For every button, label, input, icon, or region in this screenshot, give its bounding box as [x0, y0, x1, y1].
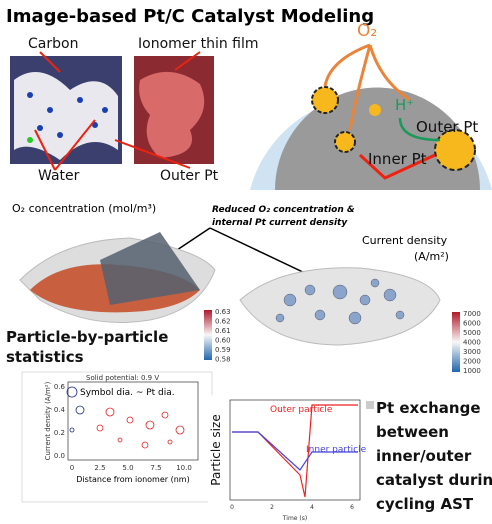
colorbar-tick: 4000	[463, 339, 481, 347]
size-x-label: Time (s)	[282, 515, 307, 522]
colorbar-tick: 5000	[463, 329, 481, 337]
x-tick-label: 6	[350, 504, 354, 511]
scatter-x-label: Distance from ionomer (nm)	[76, 475, 189, 484]
colorbar-tick: 6000	[463, 320, 481, 328]
current-label: Current density	[362, 234, 448, 247]
colorbar-tick: 7000	[463, 310, 481, 318]
x-tick-label: 5.0	[122, 464, 133, 472]
outer-pt-label: Outer Pt	[160, 168, 219, 184]
colorbar-tick: 2000	[463, 358, 481, 366]
legend-box	[366, 401, 374, 409]
callout: Reduced O₂ concentration &	[212, 205, 355, 215]
inner-pt: Inner Pt	[368, 150, 427, 168]
pt-particle	[435, 130, 475, 170]
colorbar-tick: 0.63	[215, 308, 231, 316]
pt-particle	[369, 104, 381, 116]
y-tick-label: 0.2	[54, 429, 65, 437]
colorbar-tick: 0.60	[215, 337, 231, 345]
y-tick-label: 0.6	[54, 383, 66, 391]
title: Image-based Pt/C Catalyst Modeling	[6, 6, 374, 27]
o2-concentration-label: O₂ concentration (mol/m³)	[12, 202, 156, 215]
carbon-label: Carbon	[28, 36, 78, 52]
water-dot	[27, 137, 33, 143]
y-tick-label: 0.0	[54, 452, 65, 460]
size-y-label: Particle size	[209, 414, 223, 485]
pt-particle	[335, 132, 355, 152]
current-colorbar	[452, 312, 460, 372]
note: Solid potential: 0.9 V	[86, 374, 159, 382]
colorbar-tick: 0.59	[215, 346, 231, 354]
x-tick-label: 0	[70, 464, 74, 472]
x-tick-label: 2	[270, 504, 274, 511]
stats-title: statistics	[6, 348, 84, 366]
graphical-abstract: Image-based Pt/C Catalyst Modeling Carbo…	[0, 0, 492, 524]
colorbar-tick: 3000	[463, 348, 481, 356]
x-tick-label: 2.5	[94, 464, 105, 472]
pt-particle	[312, 87, 338, 113]
inner-label: Inner particle	[306, 445, 367, 455]
o2-colorbar	[204, 310, 212, 360]
current-unit: (A/m²)	[414, 250, 449, 263]
current-domain	[240, 268, 440, 345]
scatter-y-label: Current density (A/m²)	[44, 381, 52, 460]
outer-pt: Outer Pt	[416, 118, 478, 136]
exchange-text: between	[376, 423, 449, 441]
water-label: Water	[38, 168, 80, 184]
ionomer-label: Ionomer thin film	[138, 36, 259, 52]
colorbar-tick: 0.58	[215, 356, 231, 364]
colorbar-tick: 0.61	[215, 327, 231, 335]
o2-label: O₂	[357, 21, 377, 41]
exchange-text: Pt exchange	[376, 399, 481, 417]
x-tick-label: 7.5	[150, 464, 161, 472]
exchange-text: cycling AST	[376, 495, 474, 513]
y-tick-label: 0.4	[54, 406, 66, 414]
exchange-text: inner/outer	[376, 447, 472, 465]
colorbar-tick: 1000	[463, 367, 481, 375]
h-label: H⁺	[395, 96, 414, 114]
colorbar-tick: 0.62	[215, 318, 231, 326]
note: Symbol dia. ~ Pt dia.	[80, 388, 175, 398]
exchange-text: catalyst during	[376, 471, 492, 489]
callout: internal Pt current density	[212, 218, 348, 228]
x-tick-label: 4	[310, 504, 314, 511]
stats-title: Particle-by-particle	[6, 328, 168, 346]
x-tick-label: 0	[230, 504, 234, 511]
x-tick-label: 10.0	[176, 464, 192, 472]
outer-label: Outer particle	[270, 405, 333, 415]
